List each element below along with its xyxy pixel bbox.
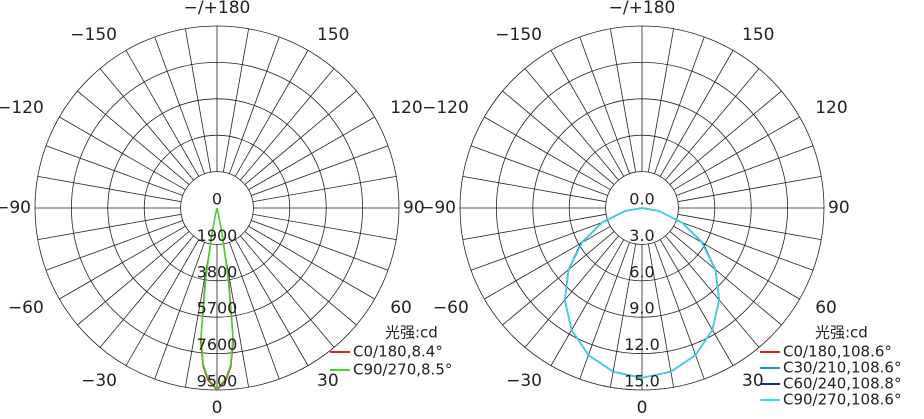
angle-label: 60 [815, 298, 837, 318]
angle-label: −/+180 [609, 0, 676, 18]
grid-ring [568, 134, 716, 282]
angle-label: 120 [815, 98, 847, 118]
grid-ring [70, 61, 364, 355]
radial-label: 9500 [197, 372, 238, 391]
series-line [200, 207, 234, 391]
angle-label: 120 [390, 98, 422, 118]
radial-label: 1900 [197, 226, 238, 245]
grid-ring [605, 171, 679, 245]
legend-label: C90/270,8.5° [353, 361, 452, 379]
radial-label: 0.0 [629, 190, 654, 209]
legend-label: C30/210,108.6° [783, 359, 901, 377]
grid-ring [495, 61, 789, 355]
angle-label: −30 [81, 371, 117, 391]
legend-label: C0/180,8.4° [353, 343, 443, 361]
legend-label: C90/270,108.6° [783, 391, 901, 409]
angle-label: 0 [637, 398, 648, 418]
angle-label: 30 [317, 371, 339, 391]
angle-label: −150 [70, 25, 117, 45]
grid-ring [107, 98, 327, 318]
legend-label: C0/180,108.6° [783, 343, 892, 361]
angle-label: 90 [403, 198, 425, 218]
radial-label: 0 [212, 190, 222, 209]
angle-label: −120 [422, 98, 469, 118]
angle-label: −30 [506, 371, 542, 391]
grid-ring [143, 134, 291, 282]
radial-label: 12.0 [624, 335, 660, 354]
angle-label: −90 [420, 198, 456, 218]
angle-label: 90 [828, 198, 850, 218]
radial-label: 6.0 [629, 262, 654, 281]
grid-ring [532, 98, 752, 318]
radial-label: 15.0 [624, 372, 660, 391]
legend-label: C60/240,108.8° [783, 375, 901, 393]
angle-label: −/+180 [184, 0, 251, 18]
grid-ring [459, 25, 825, 391]
angle-label: 30 [742, 371, 764, 391]
angle-label: −120 [0, 98, 44, 118]
angle-label: 60 [390, 298, 412, 318]
angle-label: −90 [0, 198, 31, 218]
legend-title: 光强:cd [815, 324, 868, 342]
angle-label: −60 [433, 298, 469, 318]
radial-label: 9.0 [629, 299, 654, 318]
radial-label: 3.0 [629, 226, 654, 245]
series-line [564, 207, 720, 379]
angle-label: −60 [8, 298, 44, 318]
radial-label: 5700 [197, 299, 238, 318]
radial-label: 3800 [197, 262, 238, 281]
angle-label: 0 [212, 398, 223, 418]
angle-label: 150 [317, 25, 349, 45]
grid-ring [180, 171, 254, 245]
radial-label: 7600 [197, 335, 238, 354]
angle-label: −150 [495, 25, 542, 45]
legend-title: 光强:cd [385, 324, 438, 342]
angle-label: 150 [742, 25, 774, 45]
